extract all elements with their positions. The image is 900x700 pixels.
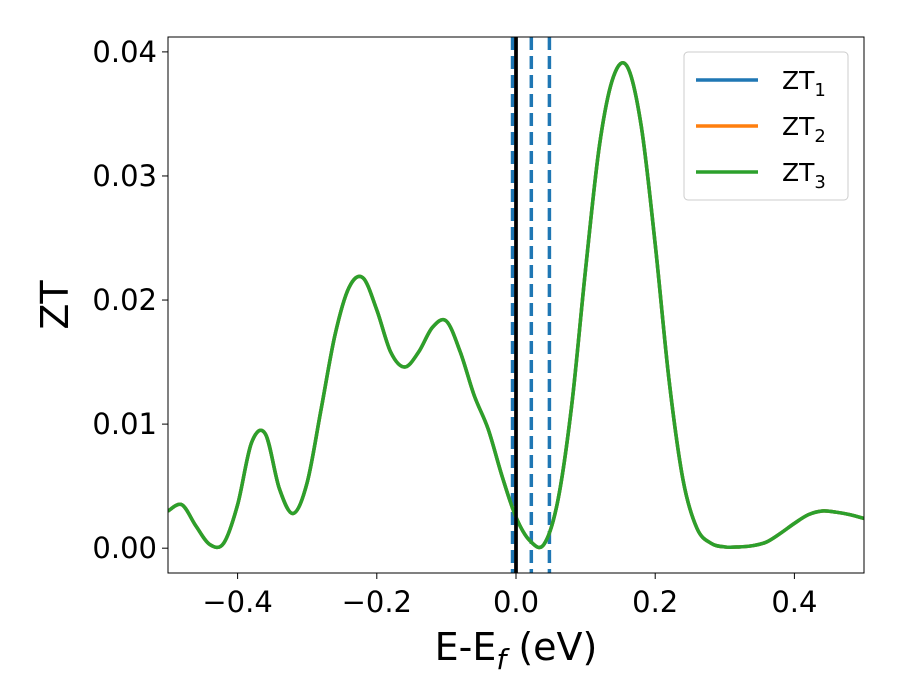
legend-box [683,51,849,201]
y-axis: 0.00 0.01 0.02 0.03 0.04 [92,35,168,565]
x-tick-label: 0.0 [493,585,539,619]
legend: ZT1 ZT2 ZT3 [683,51,849,201]
x-axis-title: E-Ef (eV) [435,625,598,676]
series-lines [168,37,864,573]
y-tick-label: 0.00 [92,531,157,565]
x-tick-label: 0.2 [632,585,678,619]
y-tick-label: 0.04 [92,35,157,69]
legend-label: ZT1 [782,66,826,101]
y-tick-label: 0.01 [92,407,157,441]
legend-label: ZT3 [782,158,826,193]
x-axis: −0.4 −0.2 0.0 0.2 0.4 [202,573,817,619]
y-axis-title: ZT [33,280,77,330]
x-tick-label: −0.4 [202,585,272,619]
y-tick-label: 0.03 [92,159,157,193]
series-line-zt3 [168,61,864,550]
legend-label: ZT2 [782,112,826,147]
y-tick-label: 0.02 [92,283,157,317]
x-tick-label: −0.2 [342,585,412,619]
x-tick-label: 0.4 [771,585,817,619]
